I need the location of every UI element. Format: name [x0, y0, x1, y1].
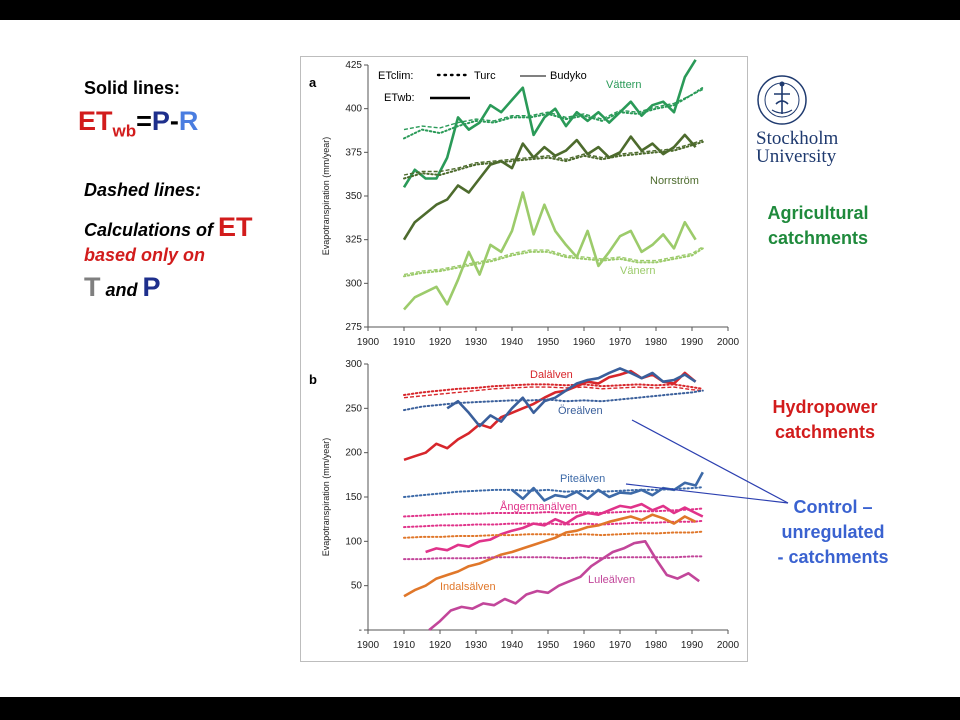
based-only-on-text: based only on — [84, 245, 206, 265]
series-label-lulealven: Luleälven — [588, 574, 635, 586]
x-tick-label: 2000 — [717, 337, 740, 348]
x-tick-label: 1940 — [501, 337, 524, 348]
series-line-a-norrstrom-solid-3 — [402, 133, 697, 241]
legend-budyko: Budyko — [550, 70, 587, 82]
y-tick-label: - — [359, 625, 362, 636]
series-line-a-vattern-dashed-2 — [403, 88, 704, 131]
y-tick-label: 250 — [345, 403, 362, 414]
x-tick-label: 1900 — [357, 640, 380, 651]
annotations — [625, 419, 789, 504]
t-and-p-text: T and P — [84, 272, 161, 302]
series-line-b-indalsalven-solid-10 — [403, 513, 697, 598]
x-tick-label: 1990 — [681, 337, 704, 348]
series-label-indalsalven: Indalsälven — [440, 581, 496, 593]
y-tick-label: 100 — [345, 536, 362, 547]
series-line-b-pitealven-solid-5 — [511, 471, 704, 502]
control-label: Control – unregulated - catchments — [777, 497, 889, 567]
y-tick-label: 300 — [345, 359, 362, 370]
x-tick-label: 1970 — [609, 640, 632, 651]
dashed-lines-title: Dashed lines: — [84, 180, 202, 200]
y-tick-label: 50 — [351, 581, 363, 592]
panel-b-chart: 1900 1910 1920 1930 1940 1950 1960 1970 1980 1990… — [309, 359, 740, 651]
legend-etwb: ETwb: — [384, 92, 415, 104]
y-tick-label: 200 — [345, 448, 362, 459]
series-line-a-norrstrom-dotted-4 — [403, 140, 704, 180]
x-tick-label: 1990 — [681, 640, 704, 651]
series-label-norrstrom: Norrström — [650, 175, 699, 187]
series-line-b-orealven-solid-3 — [446, 367, 697, 428]
solid-lines-title: Solid lines: — [84, 78, 181, 98]
logo-line-2: University — [756, 146, 837, 167]
y-tick-label: 400 — [345, 104, 362, 115]
series-label-angermanalven: Ångermanälven — [500, 500, 577, 513]
arrow-pitealven-1 — [625, 483, 789, 504]
series-label-vanern: Vänern — [620, 265, 655, 277]
x-tick-label: 1980 — [645, 640, 668, 651]
hydropower-label: Hydropower catchments — [772, 397, 878, 442]
x-tick-label: 1950 — [537, 640, 560, 651]
series-line-b-dalalven-dotted-1 — [403, 383, 704, 396]
arrow-orealven — [631, 419, 789, 504]
series-label-vattern: Vättern — [606, 79, 641, 91]
stockholm-university-seal — [757, 75, 807, 125]
legend-turc: Turc — [474, 70, 496, 82]
y-axis-label-a: Evapotranspiration (mm/year) — [321, 137, 331, 256]
series-line-a-norrstrom-dashed-5 — [403, 139, 704, 176]
y-tick-label: 150 — [345, 492, 362, 503]
x-tick-label: 1960 — [573, 337, 596, 348]
x-tick-label: 1980 — [645, 337, 668, 348]
series-line-a-vanern-dashed-8 — [403, 246, 704, 276]
series-line-b-lulealven-solid-12 — [428, 539, 700, 632]
x-tick-label: 1940 — [501, 640, 524, 651]
x-tick-label: 2000 — [717, 640, 740, 651]
x-tick-label: 1970 — [609, 337, 632, 348]
series-line-b-lulealven-dotted-13 — [403, 555, 704, 561]
panel-tag-b: b — [309, 372, 317, 387]
series-line-b-indalsalven-dotted-11 — [403, 530, 704, 539]
series-line-a-vanern-solid-6 — [403, 191, 697, 311]
x-tick-label: 1920 — [429, 337, 452, 348]
eq-et: ETwb — [78, 106, 137, 141]
y-tick-label: 350 — [345, 191, 362, 202]
series-label-pitealven: Piteälven — [560, 473, 605, 485]
series-line-b-dalalven-dashed-2 — [403, 386, 703, 399]
y-axis-label-b: Evapotranspiration (mm/year) — [321, 438, 331, 557]
series-line-b-angermanalven-solid-7 — [425, 502, 704, 554]
x-tick-label: 1900 — [357, 337, 380, 348]
y-tick-label: 275 — [345, 322, 362, 333]
water-balance-equation: ETwb=P-R — [78, 106, 199, 141]
logo-line-1: Stockholm — [756, 128, 839, 149]
series-line-b-orealven-dotted-4 — [403, 389, 704, 412]
legend-etclim: ETclim: — [378, 70, 413, 82]
agricultural-label: Agricultural catchments — [767, 203, 869, 248]
x-tick-label: 1910 — [393, 640, 416, 651]
series-line-a-vanern-dotted-7 — [403, 247, 704, 278]
series-line-b-angermanalven-dotted-8 — [403, 507, 704, 518]
x-tick-label: 1930 — [465, 640, 488, 651]
y-tick-label: 300 — [345, 278, 362, 289]
x-tick-label: 1960 — [573, 640, 596, 651]
x-tick-label: 1930 — [465, 337, 488, 348]
y-tick-label: 325 — [345, 235, 362, 246]
x-tick-label: 1920 — [429, 640, 452, 651]
panel-a-chart: 1900 1910 1920 1930 1940 1950 1960 1970 1980 1990… — [309, 59, 740, 348]
series-label-orealven: Öreälven — [558, 405, 603, 417]
y-tick-label: 375 — [345, 147, 362, 158]
calculations-text: Calculations of ET — [84, 212, 253, 242]
bottom-letterbox — [0, 697, 960, 720]
y-tick-label: 425 — [345, 60, 362, 71]
figure-frame — [300, 56, 748, 662]
panel-tag-a: a — [309, 75, 317, 90]
series-label-dalalven: Dalälven — [530, 369, 573, 381]
series-line-b-angermanalven-dotted-9 — [403, 519, 704, 529]
x-tick-label: 1950 — [537, 337, 560, 348]
x-tick-label: 1910 — [393, 337, 416, 348]
series-line-b-pitealven-dotted-6 — [403, 486, 704, 498]
series-line-a-vattern-dotted-1 — [403, 86, 704, 140]
top-letterbox — [0, 0, 960, 20]
